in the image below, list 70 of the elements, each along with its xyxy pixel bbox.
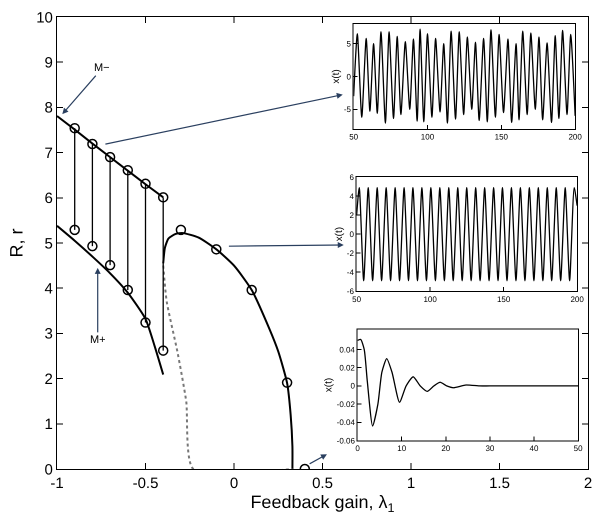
y-tick-label: -4 bbox=[346, 268, 354, 277]
x-tick-label: 200 bbox=[568, 132, 582, 142]
point bbox=[176, 224, 186, 236]
y-tick-label: -6 bbox=[346, 286, 354, 296]
x-tick-label: 0.5 bbox=[312, 475, 333, 492]
x-tick-label: 2 bbox=[584, 475, 592, 492]
x-tick-label: 1.5 bbox=[489, 475, 510, 492]
x-tick-label: 10 bbox=[397, 444, 407, 454]
point bbox=[140, 317, 151, 328]
point bbox=[104, 260, 116, 270]
y-tick-label: 0 bbox=[349, 230, 354, 239]
point bbox=[87, 240, 98, 252]
y-tick-label: 2 bbox=[349, 210, 354, 220]
point bbox=[87, 138, 98, 150]
point bbox=[140, 178, 151, 190]
x-tick-label: 50 bbox=[349, 132, 359, 142]
y-tick-label: -0.06 bbox=[336, 436, 356, 446]
y-tick-label: -0.02 bbox=[336, 400, 356, 409]
y-tick-label: 5 bbox=[346, 39, 352, 48]
x-tick-label: 100 bbox=[420, 132, 435, 142]
y-tick-label: 3 bbox=[44, 326, 53, 343]
y-tick-label: -0.04 bbox=[336, 418, 356, 428]
point bbox=[158, 192, 168, 203]
y-axis-title: R, r bbox=[6, 228, 26, 258]
x-axis-title: Feedback gain, λ$_{1}$ bbox=[250, 492, 395, 515]
x-tick-label: 100 bbox=[423, 294, 438, 304]
point bbox=[122, 164, 134, 176]
y-tick-label: 0 bbox=[346, 72, 352, 82]
x-tick-label: 30 bbox=[485, 444, 495, 454]
y-axis-title: x(t) bbox=[324, 378, 335, 392]
point bbox=[158, 345, 168, 356]
point bbox=[69, 224, 80, 236]
y-tick-label: 10 bbox=[36, 9, 53, 26]
point bbox=[104, 152, 116, 162]
x-tick-label: 40 bbox=[530, 444, 540, 454]
y-tick-label: 0 bbox=[44, 461, 53, 478]
y-tick-label: 7 bbox=[44, 144, 53, 162]
y-tick-label: 0.04 bbox=[339, 345, 356, 354]
point bbox=[69, 122, 80, 134]
y-axis-title: x(t) bbox=[330, 69, 342, 84]
y-tick-label: 9 bbox=[44, 54, 53, 72]
y-tick-label: 1 bbox=[44, 416, 53, 434]
y-axis-title: x(t) bbox=[334, 226, 345, 242]
point bbox=[282, 377, 292, 388]
x-tick-label: -0.5 bbox=[132, 475, 158, 492]
annotation: M− bbox=[94, 62, 110, 74]
y-tick-label: 0 bbox=[350, 382, 356, 391]
x-tick-label: 1 bbox=[406, 475, 416, 492]
x-tick-label: 20 bbox=[441, 444, 451, 454]
x-tick-label: -1 bbox=[50, 475, 64, 492]
x-tick-label: 200 bbox=[570, 294, 584, 304]
y-tick-label: -2 bbox=[346, 248, 354, 258]
x-tick-label: 50 bbox=[574, 444, 584, 454]
x-tick-label: 50 bbox=[352, 294, 362, 304]
point bbox=[246, 284, 257, 296]
annotation: M+ bbox=[90, 334, 106, 346]
y-tick-label: 8 bbox=[44, 100, 53, 117]
y-tick-label: 0.02 bbox=[339, 364, 356, 372]
y-tick-label: -5 bbox=[344, 105, 352, 114]
x-tick-label: 0 bbox=[230, 475, 238, 492]
y-tick-label: 4 bbox=[349, 192, 354, 201]
point bbox=[211, 244, 222, 255]
y-tick-label: 4 bbox=[44, 280, 53, 298]
point bbox=[122, 284, 134, 296]
x-tick-label: 150 bbox=[494, 132, 509, 142]
y-tick-label: 6 bbox=[44, 190, 53, 208]
y-tick-label: 6 bbox=[349, 172, 354, 182]
y-tick-label: 2 bbox=[44, 370, 53, 388]
x-tick-label: 150 bbox=[496, 294, 511, 304]
y-tick-label: 5 bbox=[44, 235, 53, 252]
